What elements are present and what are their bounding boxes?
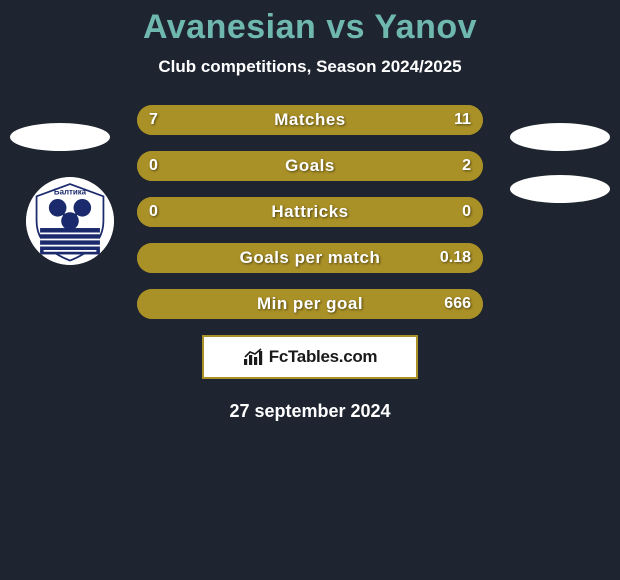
stat-bar-label: Min per goal <box>137 289 483 319</box>
chart-icon <box>243 348 265 366</box>
subtitle: Club competitions, Season 2024/2025 <box>0 57 620 77</box>
svg-text:Балтика: Балтика <box>54 188 87 197</box>
player-left-photo-placeholder <box>10 123 110 151</box>
stat-bar-value-right: 11 <box>454 105 471 135</box>
stat-bar-value-left: 7 <box>149 105 158 135</box>
stat-bar-value-right: 0 <box>462 197 471 227</box>
stat-bar-value-right: 666 <box>444 289 471 319</box>
stat-bar-label: Hattricks <box>137 197 483 227</box>
stat-bar-label: Goals per match <box>137 243 483 273</box>
stat-bar-label: Matches <box>137 105 483 135</box>
footer-brand-text: FcTables.com <box>269 347 378 367</box>
stat-bar-value-left: 0 <box>149 151 158 181</box>
stat-bar-value-left: 0 <box>149 197 158 227</box>
club-badge-baltika: Балтика <box>26 177 114 265</box>
page-title: Avanesian vs Yanov <box>0 8 620 47</box>
stat-bar-value-right: 0.18 <box>440 243 471 273</box>
player-right-club-placeholder <box>510 175 610 203</box>
stat-bar-value-right: 2 <box>462 151 471 181</box>
footer-brand-box: FcTables.com <box>202 335 418 379</box>
stat-bar-label: Goals <box>137 151 483 181</box>
player-right-photo-placeholder <box>510 123 610 151</box>
stat-bars: Matches711Goals02Hattricks00Goals per ma… <box>137 105 483 319</box>
date-label: 27 september 2024 <box>0 401 620 422</box>
stat-bar-row: Goals0 2 <box>137 151 483 181</box>
stat-bar-row: Matches7 11 <box>137 105 483 135</box>
stat-bar-row: Hattricks0 0 <box>137 197 483 227</box>
stat-bar-row: Goals per match0.18 <box>137 243 483 273</box>
stat-bar-row: Min per goal666 <box>137 289 483 319</box>
